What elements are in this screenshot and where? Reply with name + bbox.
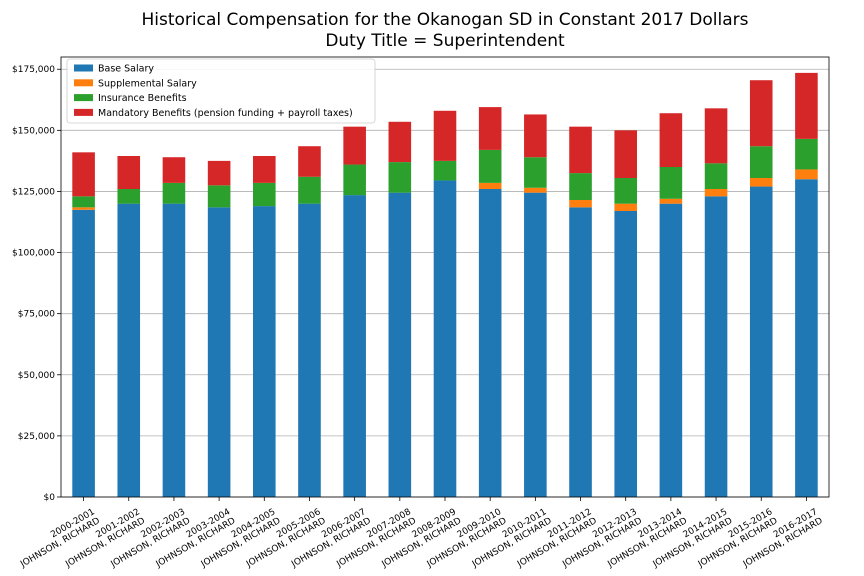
bar-segment [207,207,231,498]
bar-segment [253,206,276,497]
bar-segment [795,72,818,139]
bar-segment [343,195,366,497]
x-tick-label: 2000-2001JOHNSON, RICHARD [13,507,102,570]
y-tick-label: $150,000 [12,126,55,136]
bar-segment [749,178,773,187]
bar-segment [659,198,683,204]
bar-segment [614,178,637,204]
legend-swatch [74,94,93,102]
bar-segment [162,182,186,204]
bar-segment [704,196,728,498]
bar-segment [569,173,592,200]
legend-label: Mandatory Benefits (pension funding + pa… [98,108,353,119]
bar-segment [614,203,637,211]
bar-segment [388,192,412,497]
bar-segment [388,162,412,193]
y-tick-label: $125,000 [12,187,55,197]
bar-segment [298,203,321,497]
legend-label: Supplemental Salary [98,78,197,89]
bar-segment [72,209,95,497]
bar-segment [253,156,276,183]
bar-segment [343,126,366,165]
bar-segment [253,182,276,207]
bars [72,72,818,498]
chart-title: Historical Compensation for the Okanogan… [141,10,748,30]
bar-segment [298,146,321,177]
bar-segment [795,138,818,170]
y-tick-label: $75,000 [18,310,55,320]
legend-box [66,58,376,124]
bar-segment [569,207,592,498]
y-tick-label: $25,000 [18,432,55,442]
bar-segment [795,169,818,180]
chart-subtitle: Duty Title = Superintendent [325,31,565,51]
bar-segment [478,107,502,150]
bar-segment [343,164,366,196]
bar-segment [433,160,457,181]
x-axis: 2000-2001JOHNSON, RICHARD2001-2002JOHNSO… [13,497,825,570]
bar-segment [614,211,637,497]
bar-segment [749,80,773,147]
bar-segment [72,196,95,208]
bar-segment [569,126,592,174]
bar-segment [524,187,547,193]
bar-segment [207,160,231,186]
bar-segment [72,152,95,197]
bar-segment [117,156,141,189]
bar-segment [749,146,773,178]
bar-segment [298,176,321,204]
bar-segment [478,149,502,183]
bar-segment [433,110,457,161]
y-tick-label: $0 [44,493,56,503]
legend-swatch [74,64,93,72]
bar-segment [162,203,186,497]
bar-segment [659,203,683,497]
bar-segment [524,192,547,497]
bar-segment [162,157,186,183]
bar-segment [388,121,412,163]
bar-segment [433,180,457,497]
bar-segment [117,189,141,204]
bar-segment [795,179,818,497]
legend-label: Insurance Benefits [98,93,187,104]
bar-segment [478,189,502,497]
bar-segment [749,186,773,498]
y-tick-label: $175,000 [12,65,55,75]
bar-segment [524,157,547,188]
bar-segment [659,113,683,167]
bar-segment [614,130,637,178]
legend-swatch [74,108,93,116]
legend: Base Salary Supplemental Salary Insurance … [66,58,376,124]
bar-segment [524,114,547,158]
bar-segment [117,203,141,497]
bar-segment [704,163,728,189]
bar-segment [207,185,231,208]
legend-label: Base Salary [98,64,154,75]
bar-segment [478,182,502,189]
bar-segment [569,200,592,208]
legend-swatch [74,79,93,87]
bar-segment [72,207,95,210]
y-axis: $0 $25,000 $50,000 $75,000 $100,000 $125,000 $… [12,65,61,503]
bar-segment [704,108,728,164]
y-tick-label: $100,000 [12,249,55,259]
bar-segment [659,167,683,199]
bar-segment [704,189,728,197]
y-tick-label: $50,000 [18,371,55,381]
